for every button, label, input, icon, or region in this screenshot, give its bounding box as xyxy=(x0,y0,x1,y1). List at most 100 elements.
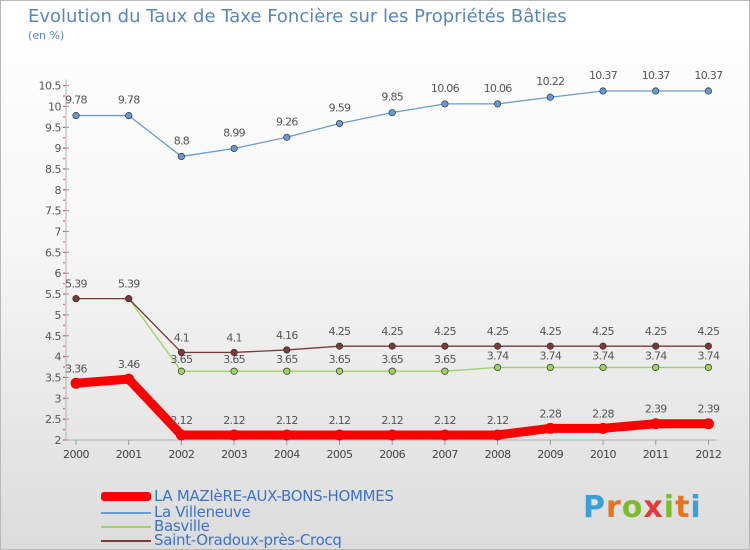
data-point xyxy=(72,112,80,120)
data-label: 2.39 xyxy=(698,403,720,416)
x-tick-label: 2005 xyxy=(327,448,353,461)
data-point xyxy=(230,348,238,356)
data-point xyxy=(335,342,344,350)
data-point xyxy=(652,87,660,95)
data-point xyxy=(702,418,714,430)
data-point xyxy=(546,363,554,371)
y-tick-label: 4 xyxy=(55,351,62,364)
data-point xyxy=(335,119,344,128)
y-minor-tick xyxy=(63,376,65,379)
y-tick-label: 3.5 xyxy=(45,371,61,384)
data-point xyxy=(388,367,396,375)
data-label: 4.25 xyxy=(487,325,509,338)
y-minor-tick xyxy=(63,418,65,420)
data-label: 9.26 xyxy=(276,115,298,128)
data-label: 8.8 xyxy=(174,134,190,147)
data-label: 10.22 xyxy=(536,75,564,88)
y-minor-tick xyxy=(63,334,65,337)
data-point xyxy=(230,367,238,375)
chart-title: Evolution du Taux de Taxe Foncière sur l… xyxy=(28,6,567,27)
legend-label: La Villeneuve xyxy=(154,503,251,521)
logo-letter: t xyxy=(675,490,691,525)
data-label: 4.25 xyxy=(539,325,561,338)
y-minor-tick xyxy=(63,303,65,306)
data-label: 3.74 xyxy=(698,349,720,362)
y-minor-tick xyxy=(63,116,65,118)
data-label: 3.65 xyxy=(329,353,351,366)
data-point xyxy=(441,100,449,108)
data-label: 3.74 xyxy=(487,349,509,362)
logo-letter: r xyxy=(606,490,622,525)
logo-letter: i xyxy=(690,490,702,525)
data-label: 4.25 xyxy=(698,325,720,338)
y-minor-tick xyxy=(63,105,65,108)
y-tick-label: 10.5 xyxy=(39,80,62,93)
data-point xyxy=(386,429,398,441)
y-minor-tick xyxy=(63,95,65,97)
y-minor-tick xyxy=(63,261,65,264)
data-point xyxy=(441,367,449,375)
y-minor-tick xyxy=(63,84,65,87)
logo-letter: P xyxy=(583,490,606,525)
data-label: 3.36 xyxy=(65,362,87,375)
data-label: 3.74 xyxy=(539,349,561,362)
data-label: 2.12 xyxy=(171,414,193,427)
y-tick-label: 6 xyxy=(55,267,62,280)
data-point xyxy=(704,342,712,350)
data-label: 2.12 xyxy=(223,414,245,427)
data-point xyxy=(704,363,712,371)
data-label: 3.65 xyxy=(434,353,456,366)
y-minor-tick xyxy=(63,168,65,170)
y-tick-label: 7 xyxy=(55,226,62,239)
y-tick-label: 7.5 xyxy=(45,205,61,218)
x-tick-label: 2004 xyxy=(274,448,300,461)
data-label: 2.12 xyxy=(381,414,403,427)
data-point xyxy=(546,93,554,101)
data-label: 4.1 xyxy=(174,331,189,344)
data-label: 2.12 xyxy=(434,414,456,427)
data-point xyxy=(72,295,80,303)
data-label: 5.39 xyxy=(118,278,140,291)
legend-swatch xyxy=(101,512,151,514)
x-tick-label: 2001 xyxy=(116,448,142,461)
y-tick-label: 9 xyxy=(55,142,62,155)
data-point xyxy=(388,342,396,350)
y-minor-tick xyxy=(63,241,65,243)
data-point xyxy=(335,367,344,375)
data-point xyxy=(283,346,291,354)
data-label: 3.65 xyxy=(171,353,193,366)
y-minor-tick xyxy=(63,157,65,160)
y-minor-tick xyxy=(63,293,65,295)
data-point xyxy=(441,342,449,350)
data-point xyxy=(650,418,662,430)
y-minor-tick xyxy=(63,387,65,389)
x-tick-label: 2006 xyxy=(379,448,405,461)
data-label: 2.12 xyxy=(276,414,298,427)
data-label: 9.85 xyxy=(381,91,403,104)
data-label: 4.25 xyxy=(592,325,614,338)
y-tick-label: 6.5 xyxy=(45,246,61,259)
x-tick-label: 2011 xyxy=(643,448,669,461)
x-tick-label: 2009 xyxy=(537,448,563,461)
data-label: 10.37 xyxy=(589,69,618,82)
y-tick-label: 5.5 xyxy=(45,288,61,301)
data-label: 4.16 xyxy=(276,329,298,342)
data-label: 10.06 xyxy=(431,82,460,95)
data-point xyxy=(652,342,660,350)
data-label: 10.37 xyxy=(642,69,671,82)
legend-label: Basville xyxy=(154,517,210,535)
data-point xyxy=(599,363,607,371)
y-tick-label: 10 xyxy=(48,100,61,113)
y-minor-tick xyxy=(63,251,65,254)
data-label: 4.25 xyxy=(329,325,351,338)
data-point xyxy=(334,429,345,441)
data-label: 3.65 xyxy=(276,353,298,366)
data-label: 3.65 xyxy=(381,353,403,366)
data-point xyxy=(177,152,185,160)
data-label: 9.59 xyxy=(329,101,351,114)
y-minor-tick xyxy=(63,314,65,316)
data-label: 10.06 xyxy=(484,82,513,95)
y-minor-tick xyxy=(63,439,65,441)
y-minor-tick xyxy=(63,272,65,275)
y-minor-tick xyxy=(63,345,65,347)
